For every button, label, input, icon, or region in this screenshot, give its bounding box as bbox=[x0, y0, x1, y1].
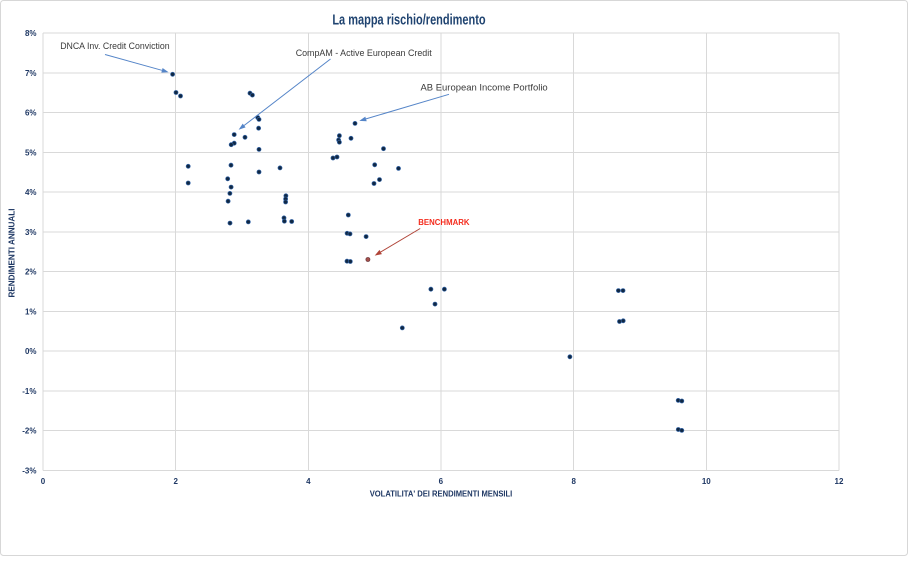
svg-text:La mappa rischio/rendimento: La mappa rischio/rendimento bbox=[332, 13, 485, 29]
svg-text:8: 8 bbox=[571, 477, 576, 486]
svg-text:RENDIMENTI ANNUALI: RENDIMENTI ANNUALI bbox=[7, 209, 17, 298]
svg-text:6: 6 bbox=[439, 477, 444, 486]
svg-text:5%: 5% bbox=[25, 148, 37, 157]
svg-text:8%: 8% bbox=[25, 29, 37, 38]
svg-text:10: 10 bbox=[702, 477, 711, 486]
svg-text:-2%: -2% bbox=[22, 427, 36, 436]
svg-text:2: 2 bbox=[173, 477, 178, 486]
svg-text:CompAM - Active European Credi: CompAM - Active European Credit bbox=[296, 48, 432, 59]
svg-text:7%: 7% bbox=[25, 69, 37, 78]
svg-text:VOLATILITA' DEI RENDIMENTI MEN: VOLATILITA' DEI RENDIMENTI MENSILI bbox=[370, 489, 513, 499]
svg-text:DNCA Inv. Credit Conviction: DNCA Inv. Credit Conviction bbox=[60, 41, 169, 52]
svg-text:0%: 0% bbox=[25, 347, 37, 356]
svg-text:AB European Income Portfolio: AB European Income Portfolio bbox=[421, 83, 548, 94]
svg-text:0: 0 bbox=[41, 477, 46, 486]
svg-text:4%: 4% bbox=[25, 188, 37, 197]
svg-text:-3%: -3% bbox=[22, 466, 36, 475]
svg-text:4: 4 bbox=[306, 477, 311, 486]
svg-text:6%: 6% bbox=[25, 109, 37, 118]
svg-text:BENCHMARK: BENCHMARK bbox=[418, 217, 470, 227]
svg-text:1%: 1% bbox=[25, 307, 37, 316]
svg-text:2%: 2% bbox=[25, 268, 37, 277]
svg-text:3%: 3% bbox=[25, 228, 37, 237]
svg-text:12: 12 bbox=[835, 477, 844, 486]
svg-text:-1%: -1% bbox=[22, 387, 36, 396]
